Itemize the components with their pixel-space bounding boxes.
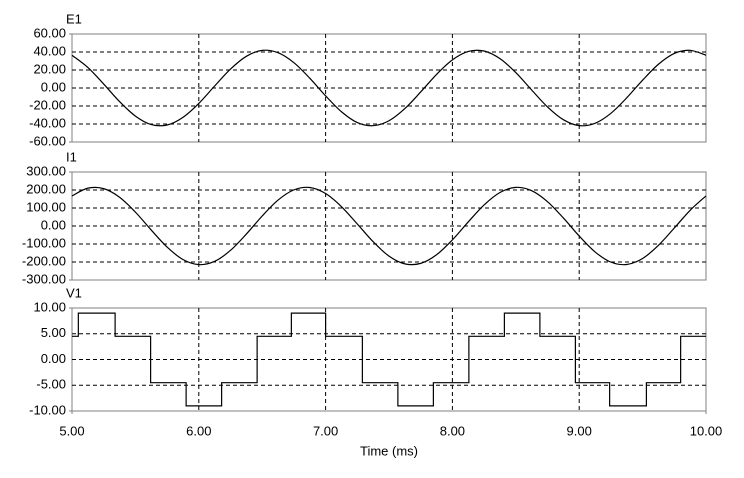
x-tick-label: 8.00 bbox=[440, 423, 465, 438]
y-tick-label: 5.00 bbox=[41, 325, 66, 340]
y-tick-label: 60.00 bbox=[33, 25, 66, 40]
y-tick-label: -10.00 bbox=[29, 402, 66, 417]
x-tick-label: 5.00 bbox=[59, 423, 84, 438]
y-tick-label: 20.00 bbox=[33, 61, 66, 76]
y-tick-label: 40.00 bbox=[33, 43, 66, 58]
y-tick-label: 200.00 bbox=[26, 181, 66, 196]
y-tick-label: 300.00 bbox=[26, 163, 66, 178]
panel-title: V1 bbox=[66, 285, 82, 300]
y-tick-label: 0.00 bbox=[41, 79, 66, 94]
y-tick-label: -200.00 bbox=[22, 253, 66, 268]
panel-title: E1 bbox=[66, 11, 82, 26]
y-tick-label: -5.00 bbox=[36, 377, 66, 392]
y-tick-label: -60.00 bbox=[29, 133, 66, 148]
series-line bbox=[72, 312, 706, 407]
series-line bbox=[71, 49, 707, 127]
y-tick-label: 0.00 bbox=[41, 351, 66, 366]
x-tick-label: 10.00 bbox=[690, 423, 723, 438]
series-line bbox=[71, 186, 707, 266]
x-tick-label: 7.00 bbox=[313, 423, 338, 438]
x-tick-label: 6.00 bbox=[186, 423, 211, 438]
x-tick-label: 9.00 bbox=[567, 423, 592, 438]
y-tick-label: 100.00 bbox=[26, 199, 66, 214]
panel-title: I1 bbox=[66, 149, 77, 164]
y-tick-label: -40.00 bbox=[29, 115, 66, 130]
y-tick-label: -20.00 bbox=[29, 97, 66, 112]
y-tick-label: -100.00 bbox=[22, 235, 66, 250]
y-tick-label: 0.00 bbox=[41, 217, 66, 232]
x-axis-title: Time (ms) bbox=[360, 443, 418, 458]
y-tick-label: -300.00 bbox=[22, 271, 66, 286]
y-tick-label: 10.00 bbox=[33, 299, 66, 314]
